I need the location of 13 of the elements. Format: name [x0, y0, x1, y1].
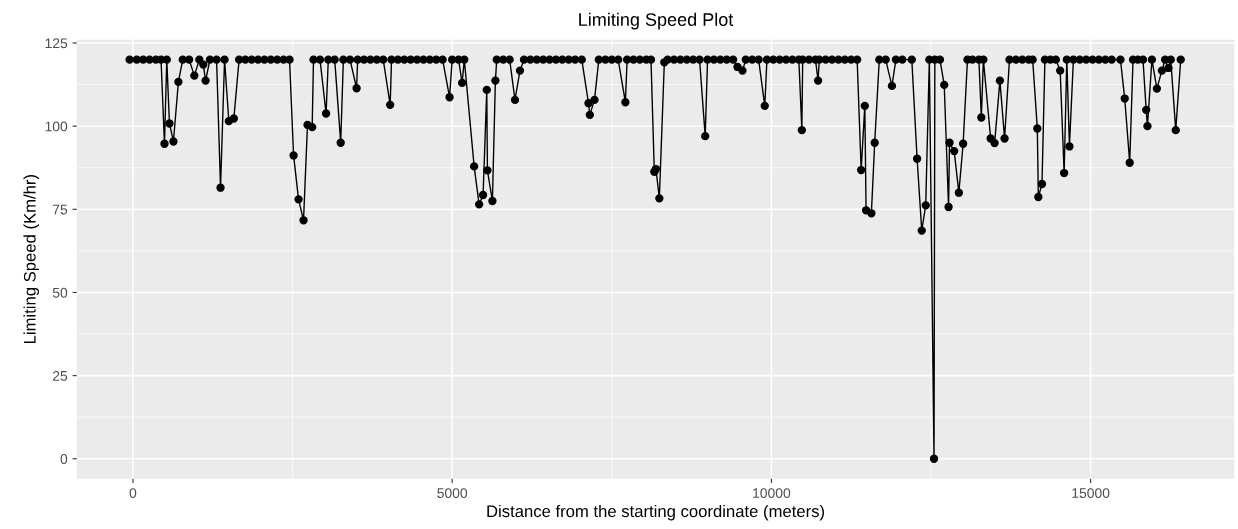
x-axis-title: Distance from the starting coordinate (meters): [487, 504, 825, 521]
y-tick-label: 75: [52, 204, 68, 215]
chart-title: Limiting Speed Plot: [579, 12, 734, 30]
x-tick-label: 5000: [437, 488, 468, 498]
y-tick-label: 125: [45, 38, 68, 49]
y-tick-label: 50: [52, 287, 68, 298]
x-tick-label: 10000: [753, 488, 791, 498]
x-tick-label: 15000: [1072, 488, 1110, 498]
y-axis-title: Limiting Speed (Km/hr): [23, 175, 39, 344]
x-tick-label: 0: [129, 488, 137, 498]
y-tick-label: 25: [52, 370, 68, 381]
y-tick-label: 0: [60, 454, 68, 464]
y-tick-label: 100: [45, 121, 68, 132]
